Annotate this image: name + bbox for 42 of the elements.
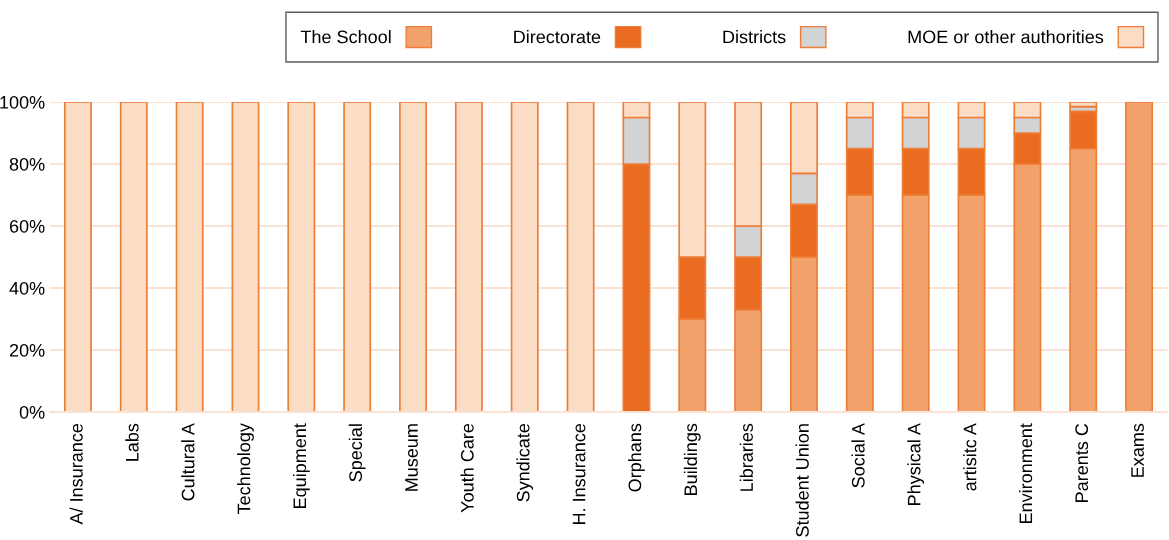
- x-tick-label: A/ Insurance: [69, 423, 83, 525]
- bar: [175, 102, 204, 412]
- x-tick-label: Youth Care: [460, 423, 474, 513]
- y-tick-label: 80%: [9, 157, 45, 171]
- x-tick-label: Physical A: [907, 423, 925, 505]
- bar: [119, 102, 148, 412]
- y-tick-label: 100%: [0, 95, 45, 109]
- x-tick-label: Cultural A: [181, 423, 195, 501]
- x-tick-label: Buildings: [683, 423, 701, 495]
- bar: [510, 102, 539, 412]
- y-tick-label: 0%: [19, 405, 45, 419]
- y-tick-label: 40%: [9, 281, 45, 295]
- x-tick-label: Parents C: [1075, 423, 1089, 502]
- x-tick-label: Labs: [125, 423, 139, 461]
- y-tick-label: 60%: [9, 219, 45, 233]
- x-tick-label: H. Insurance: [572, 423, 586, 524]
- bar: [343, 102, 372, 412]
- bar: [231, 102, 260, 412]
- bar: [63, 102, 92, 412]
- bar: [1125, 102, 1154, 412]
- x-tick-label: Equipment: [292, 423, 310, 508]
- legend-label: Districts: [723, 30, 786, 44]
- x-tick-label: Student Union: [795, 424, 809, 537]
- legend-label: The School: [300, 30, 391, 44]
- x-tick-label: Social A: [851, 423, 865, 488]
- x-tick-label: Special: [348, 424, 366, 482]
- bar: [287, 102, 316, 412]
- x-tick-label: Libraries: [739, 423, 753, 491]
- bar: [1069, 102, 1098, 108]
- legend-label: Directorate: [514, 30, 601, 44]
- x-tick-label: Museum: [405, 424, 418, 491]
- x-tick-label: Orphans: [628, 423, 645, 492]
- y-tick-label: 20%: [9, 343, 45, 357]
- bar: [454, 102, 483, 412]
- bar: [399, 102, 427, 412]
- x-tick-label: Technology: [237, 423, 254, 515]
- bar: [566, 102, 595, 412]
- legend-label: MOE or other authorities: [908, 30, 1104, 44]
- x-tick-label: Exams: [1131, 423, 1144, 477]
- x-tick-label: artisitc A: [963, 423, 977, 491]
- x-tick-label: Syndicate: [516, 423, 534, 502]
- x-tick-label: Environment: [1018, 423, 1033, 523]
